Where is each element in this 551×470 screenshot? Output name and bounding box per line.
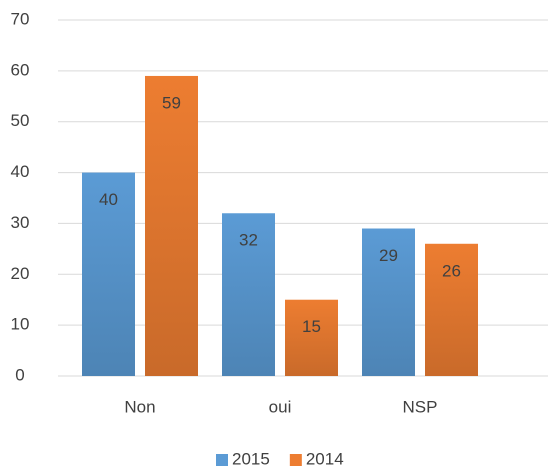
bar <box>285 299 338 376</box>
bar <box>145 75 198 376</box>
y-tick-label: 50 <box>11 111 30 130</box>
bar <box>425 243 478 376</box>
y-tick-label: 20 <box>11 264 30 283</box>
bar <box>82 172 135 376</box>
data-label: 26 <box>442 261 461 280</box>
y-tick-label: 30 <box>11 213 30 232</box>
data-label: 59 <box>162 93 181 112</box>
y-tick-label: 10 <box>11 315 30 334</box>
x-tick-label: NSP <box>403 397 438 416</box>
data-label: 29 <box>379 246 398 265</box>
y-tick-label: 40 <box>11 162 30 181</box>
bar <box>362 228 415 376</box>
y-tick-label: 60 <box>11 60 30 79</box>
data-label: 32 <box>239 231 258 250</box>
data-label: 15 <box>302 317 321 336</box>
x-tick-label: Non <box>124 397 155 416</box>
y-tick-label: 0 <box>15 365 24 384</box>
legend-swatch <box>289 454 302 466</box>
legend-label: 2015 <box>232 449 270 468</box>
bar <box>222 213 275 376</box>
y-tick-label: 70 <box>11 9 30 28</box>
legend-swatch <box>216 454 228 466</box>
data-label: 40 <box>99 190 118 209</box>
x-tick-label: oui <box>269 397 292 416</box>
legend-label: 2014 <box>306 449 344 468</box>
